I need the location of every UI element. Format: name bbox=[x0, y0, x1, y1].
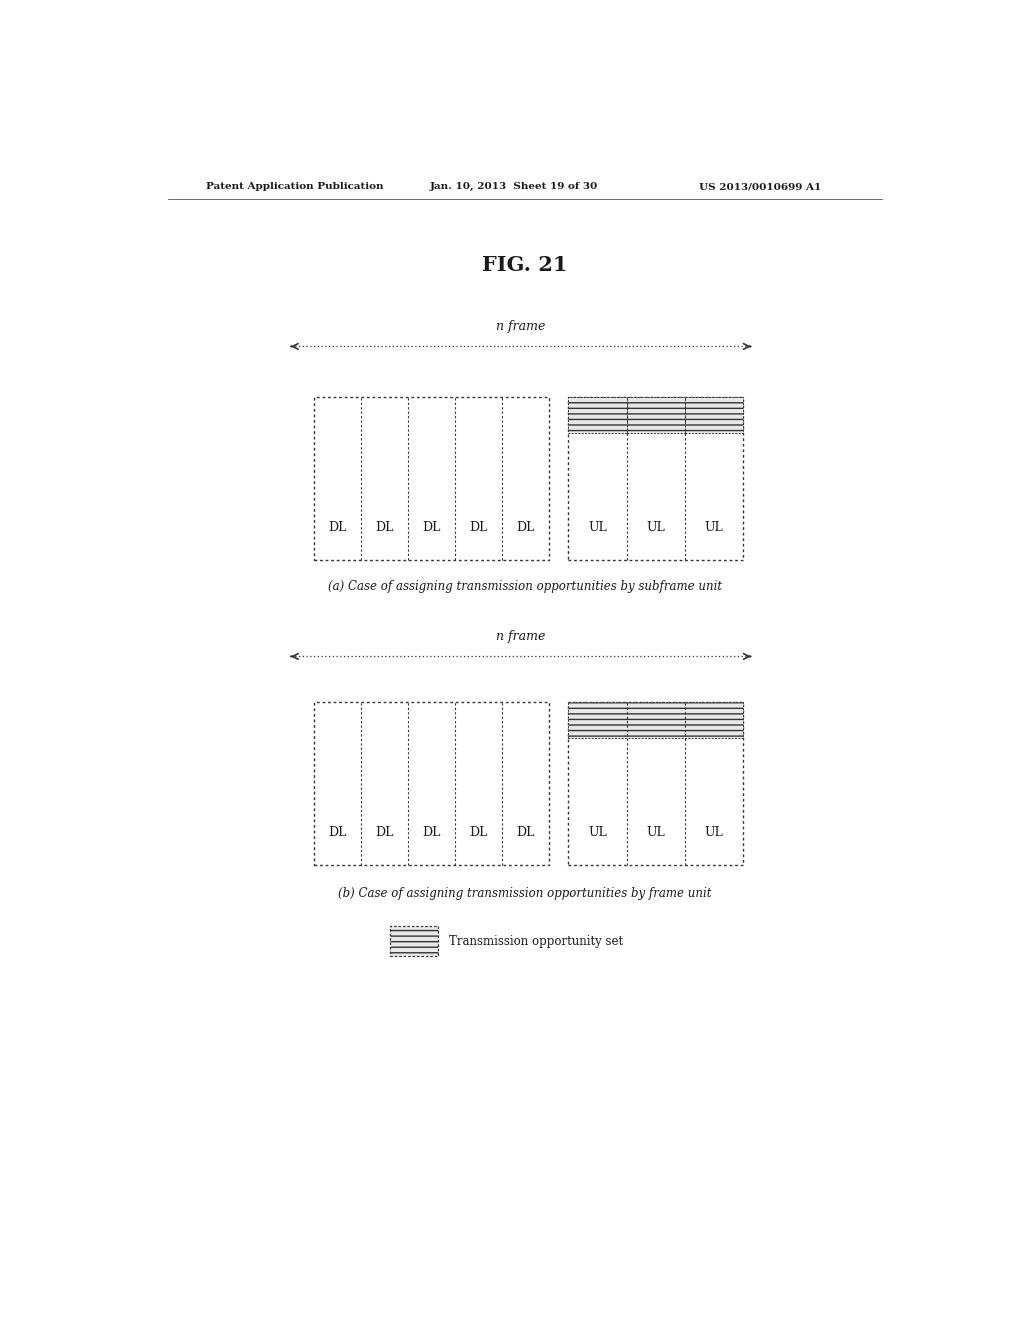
Text: DL: DL bbox=[329, 826, 347, 840]
Text: UL: UL bbox=[646, 826, 666, 840]
Text: UL: UL bbox=[588, 521, 607, 535]
Bar bbox=[390, 925, 437, 956]
Text: DL: DL bbox=[469, 826, 487, 840]
Bar bbox=[685, 397, 743, 433]
Text: Transmission opportunity set: Transmission opportunity set bbox=[450, 935, 624, 948]
Text: UL: UL bbox=[646, 521, 666, 535]
FancyBboxPatch shape bbox=[314, 702, 549, 865]
Text: UL: UL bbox=[705, 521, 723, 535]
Text: Jan. 10, 2013  Sheet 19 of 30: Jan. 10, 2013 Sheet 19 of 30 bbox=[430, 182, 598, 191]
Text: UL: UL bbox=[705, 826, 723, 840]
Text: n frame: n frame bbox=[497, 321, 546, 333]
Bar bbox=[627, 397, 685, 433]
Text: DL: DL bbox=[422, 826, 440, 840]
Bar bbox=[627, 397, 685, 433]
FancyBboxPatch shape bbox=[314, 397, 549, 560]
Text: DL: DL bbox=[516, 521, 535, 535]
Bar bbox=[568, 702, 743, 738]
Bar bbox=[390, 925, 437, 956]
Bar bbox=[568, 397, 627, 433]
Bar bbox=[568, 702, 743, 738]
Text: FIG. 21: FIG. 21 bbox=[482, 255, 567, 275]
Text: (b) Case of assigning transmission opportunities by frame unit: (b) Case of assigning transmission oppor… bbox=[338, 887, 712, 900]
Text: DL: DL bbox=[329, 521, 347, 535]
Text: DL: DL bbox=[422, 521, 440, 535]
Text: Patent Application Publication: Patent Application Publication bbox=[206, 182, 383, 191]
Text: DL: DL bbox=[516, 826, 535, 840]
Bar bbox=[568, 397, 627, 433]
Text: DL: DL bbox=[376, 521, 394, 535]
Text: (a) Case of assigning transmission opportunities by subframe unit: (a) Case of assigning transmission oppor… bbox=[328, 581, 722, 593]
Text: DL: DL bbox=[469, 521, 487, 535]
Text: n frame: n frame bbox=[497, 630, 546, 643]
Bar bbox=[685, 397, 743, 433]
Text: US 2013/0010699 A1: US 2013/0010699 A1 bbox=[699, 182, 821, 191]
FancyBboxPatch shape bbox=[568, 702, 743, 865]
FancyBboxPatch shape bbox=[568, 397, 743, 560]
Text: DL: DL bbox=[376, 826, 394, 840]
Text: UL: UL bbox=[588, 826, 607, 840]
